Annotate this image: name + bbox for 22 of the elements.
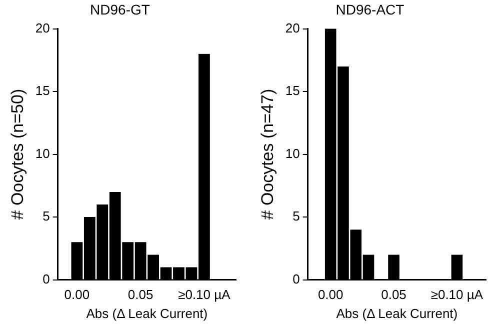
x-tick-label: 0.00 [318, 287, 344, 302]
y-tick-label: 20 [35, 20, 50, 36]
y-tick-label: 20 [285, 20, 300, 36]
x-tick-label: 0.00 [64, 287, 90, 302]
x-tick-label: ≥0.10 µA [430, 287, 484, 302]
x-axis-title: Abs (Δ Leak Current) [86, 306, 208, 321]
y-tick-label: 0 [42, 271, 50, 286]
y-tick-label: 0 [292, 271, 300, 286]
y-tick-label: 5 [292, 208, 300, 224]
y-tick-label: 10 [285, 146, 300, 161]
chart-title: ND96-ACT [336, 1, 405, 18]
x-axis-title: Abs (Δ Leak Current) [336, 306, 458, 321]
y-tick-label: 5 [42, 208, 50, 224]
y-axis-title: # Oocytes (n=50) [8, 88, 27, 220]
y-tick-label: 10 [35, 146, 50, 161]
y-tick-label: 15 [285, 83, 300, 98]
y-axis-title: # Oocytes (n=47) [258, 88, 277, 220]
y-tick-label: 15 [35, 83, 50, 98]
x-tick-label: ≥0.10 µA [178, 287, 231, 302]
x-tick-label: 0.05 [128, 287, 154, 302]
x-tick-label: 0.05 [381, 287, 406, 302]
chart-title: ND96-GT [90, 1, 150, 18]
